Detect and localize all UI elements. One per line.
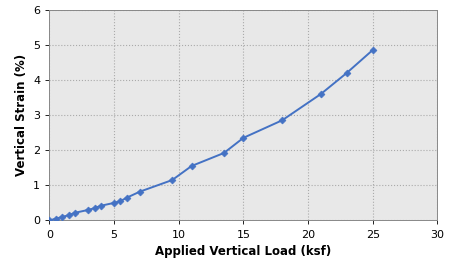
X-axis label: Applied Vertical Load (ksf): Applied Vertical Load (ksf)	[155, 245, 332, 258]
Y-axis label: Vertical Strain (%): Vertical Strain (%)	[14, 54, 27, 176]
